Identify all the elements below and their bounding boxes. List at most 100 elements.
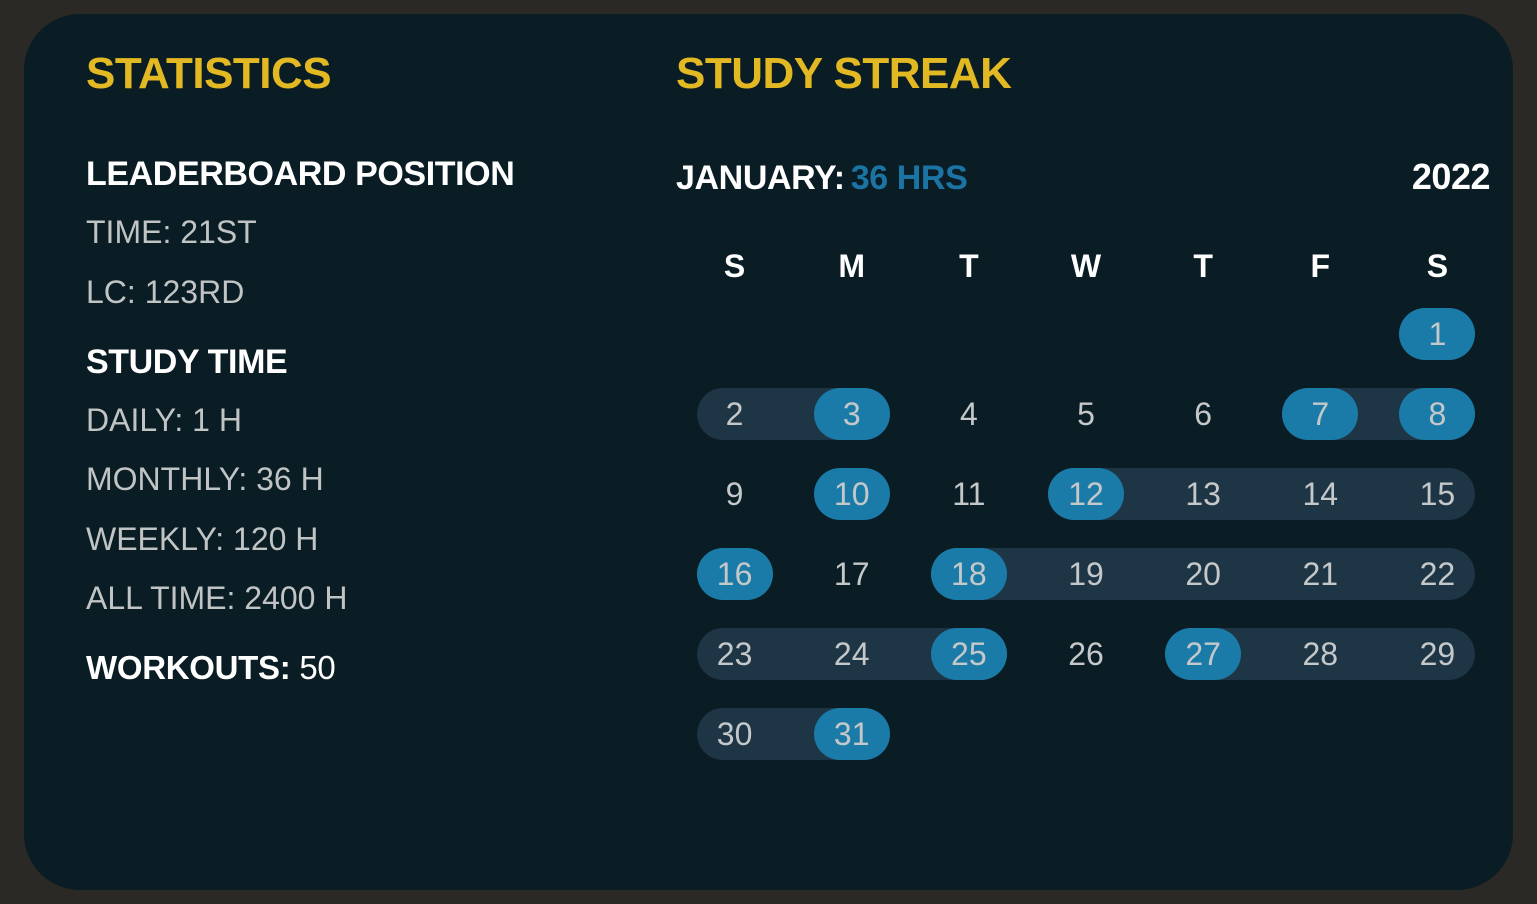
calendar-day-26[interactable]: 26 (1027, 614, 1144, 694)
day-number: 13 (1185, 476, 1221, 512)
day-number: 7 (1311, 396, 1330, 432)
day-number: 19 (1068, 556, 1104, 592)
study-time-monthly: MONTHLY: 36 H (86, 461, 324, 498)
calendar-day-29[interactable]: 29 (1379, 614, 1496, 694)
calendar-body: 1 2 3 4 5 6 7 8 9 10 11 12 13 14 15 16 17 18 19 20 21 22 23 24 2… (676, 294, 1496, 774)
weekday-header-6: S (1426, 247, 1449, 284)
day-number: 4 (959, 396, 978, 432)
day-number: 16 (716, 556, 753, 592)
day-number: 14 (1302, 476, 1339, 512)
calendar-day-19[interactable]: 19 (1027, 534, 1144, 614)
day-number: 15 (1419, 476, 1456, 512)
calendar-day-13[interactable]: 13 (1145, 454, 1262, 534)
calendar-day-15[interactable]: 15 (1379, 454, 1496, 534)
calendar-day-1[interactable]: 1 (1379, 294, 1496, 374)
study-time-heading: STUDY TIME (86, 342, 288, 381)
calendar-day-30[interactable]: 30 (676, 694, 793, 774)
workouts-row: WORKOUTS: 50 (86, 648, 662, 686)
weekday-header-5: F (1310, 247, 1331, 284)
day-number: 9 (725, 476, 744, 512)
statistics-panel: STATISTICS LEADERBOARD POSITION TIME: 21… (62, 52, 662, 852)
study-time-weekly: WEEKLY: 120 H (86, 520, 319, 557)
day-number: 27 (1185, 636, 1221, 672)
day-number: 12 (1068, 476, 1104, 512)
weekday-header-4: T (1193, 247, 1213, 284)
calendar-day-16[interactable]: 16 (676, 534, 793, 614)
study-time-all-time: ALL TIME: 2400 H (86, 579, 348, 616)
day-number: 29 (1419, 636, 1456, 672)
workouts-value: 50 (299, 648, 336, 686)
day-number: 23 (716, 636, 753, 672)
day-number: 17 (833, 556, 870, 592)
day-number: 31 (833, 716, 870, 752)
stats-streak-card: STATISTICS LEADERBOARD POSITION TIME: 21… (24, 14, 1513, 890)
calendar-day-12[interactable]: 12 (1027, 454, 1144, 534)
day-number: 6 (1194, 396, 1213, 432)
calendar-day-3[interactable]: 3 (793, 374, 910, 454)
study-streak-title: STUDY STREAK (676, 49, 1012, 98)
calendar-day-18[interactable]: 18 (910, 534, 1027, 614)
calendar-day-22[interactable]: 22 (1379, 534, 1496, 614)
calendar-year: 2022 (1411, 156, 1491, 197)
day-number: 20 (1185, 556, 1221, 592)
day-number: 28 (1302, 636, 1339, 672)
day-number: 26 (1068, 636, 1104, 672)
day-number: 8 (1428, 396, 1447, 432)
day-number: 3 (842, 396, 861, 432)
calendar-day-14[interactable]: 14 (1262, 454, 1379, 534)
calendar-month-hours: 36 HRS (850, 159, 968, 197)
card-columns: STATISTICS LEADERBOARD POSITION TIME: 21… (62, 52, 1491, 852)
weekday-header-2: T (959, 247, 979, 284)
calendar-day-5[interactable]: 5 (1027, 374, 1144, 454)
leaderboard-position-heading: LEADERBOARD POSITION (86, 155, 515, 193)
calendar-day-11[interactable]: 11 (910, 454, 1027, 534)
day-number: 10 (833, 476, 870, 512)
calendar-day-4[interactable]: 4 (910, 374, 1027, 454)
calendar-month-label: JANUARY: (676, 159, 845, 197)
day-number: 1 (1428, 316, 1447, 352)
calendar-day-2[interactable]: 2 (676, 374, 793, 454)
day-number: 18 (951, 556, 987, 592)
calendar-header: JANUARY: 36 HRS 2022 (676, 156, 1496, 198)
calendar-day-21[interactable]: 21 (1262, 534, 1379, 614)
calendar-month-summary: JANUARY: 36 HRS (676, 159, 968, 198)
calendar-day-8[interactable]: 8 (1379, 374, 1496, 454)
day-number: 11 (952, 476, 986, 512)
day-number: 30 (716, 716, 753, 752)
calendar-day-24[interactable]: 24 (793, 614, 910, 694)
streak-track (930, 548, 1476, 600)
calendar-day-28[interactable]: 28 (1262, 614, 1379, 694)
leaderboard-time-rank: TIME: 21ST (86, 214, 257, 251)
calendar-day-25[interactable]: 25 (910, 614, 1027, 694)
day-number: 24 (833, 636, 870, 672)
day-number: 5 (1077, 396, 1095, 432)
day-number: 22 (1419, 556, 1456, 592)
leaderboard-lc-rank: LC: 123RD (86, 273, 245, 310)
day-number: 2 (725, 396, 744, 432)
calendar-week-row: 1 (676, 294, 1496, 374)
calendar-day-6[interactable]: 6 (1145, 374, 1262, 454)
calendar-day-10[interactable]: 10 (793, 454, 910, 534)
weekday-header-1: M (838, 247, 866, 284)
calendar-day-7[interactable]: 7 (1262, 374, 1379, 454)
calendar-week-row: 23 24 25 26 27 28 29 (676, 614, 1496, 694)
day-number: 21 (1302, 556, 1339, 592)
calendar-day-23[interactable]: 23 (676, 614, 793, 694)
calendar-week-row: 2 3 4 5 6 7 8 (676, 374, 1496, 454)
workouts-label: WORKOUTS: (86, 648, 291, 686)
calendar-day-31[interactable]: 31 (793, 694, 910, 774)
calendar-week-row: 30 31 (676, 694, 1496, 774)
calendar-day-20[interactable]: 20 (1145, 534, 1262, 614)
weekday-header-3: W (1070, 247, 1102, 284)
study-time-daily: DAILY: 1 H (86, 402, 242, 439)
calendar-week-row: 9 10 11 12 13 14 15 (676, 454, 1496, 534)
calendar-week-row: 16 17 18 19 20 21 22 (676, 534, 1496, 614)
calendar-day-27[interactable]: 27 (1145, 614, 1262, 694)
calendar-day-9[interactable]: 9 (676, 454, 793, 534)
day-number: 25 (951, 636, 987, 672)
calendar-day-17[interactable]: 17 (793, 534, 910, 614)
weekday-header-0: S (723, 247, 746, 284)
